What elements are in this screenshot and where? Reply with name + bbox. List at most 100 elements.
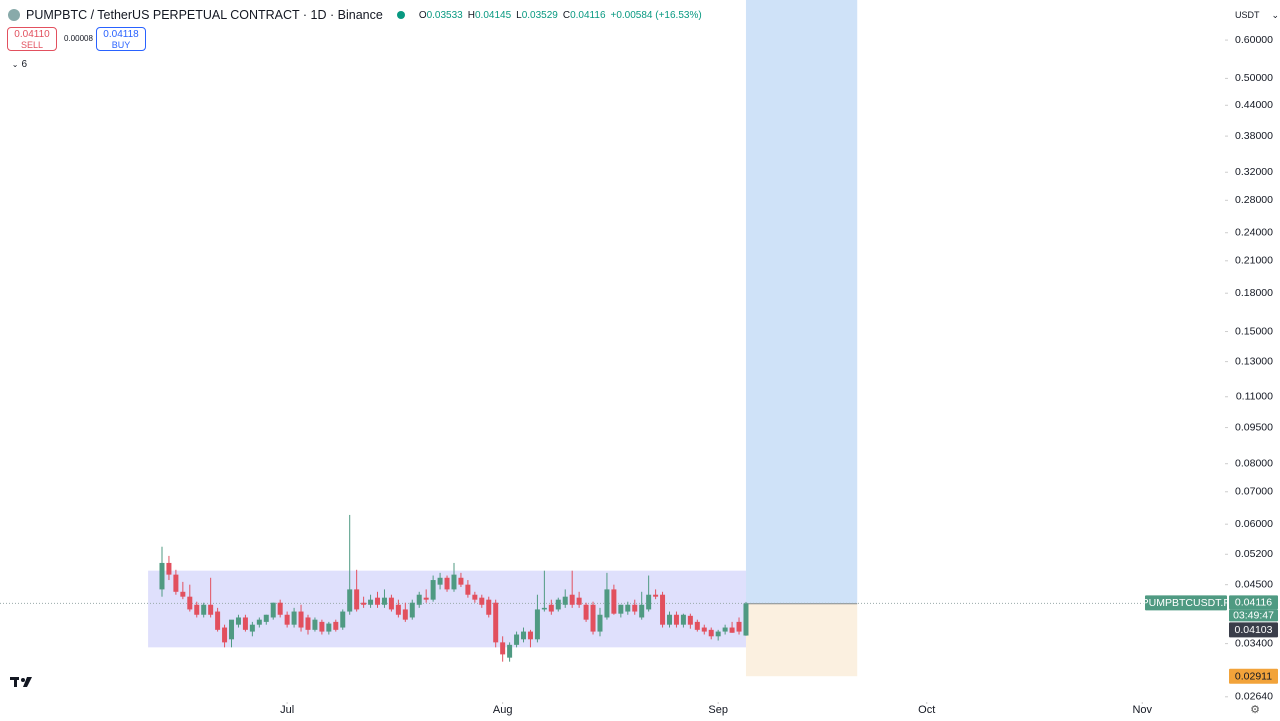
- tv-logo: [10, 677, 32, 687]
- ohlc-item: C0.04116: [563, 10, 606, 21]
- ohlc-value: 0.04116: [570, 9, 606, 21]
- candle-body: [173, 574, 179, 592]
- candle-body: [472, 594, 478, 600]
- y-tick-label: 0.04500: [1235, 578, 1273, 590]
- candle-body: [256, 619, 262, 625]
- candle-body: [194, 604, 200, 615]
- y-tick-label: 0.44000: [1235, 99, 1273, 111]
- sell-button[interactable]: 0.04110 SELL: [7, 27, 57, 51]
- candle-body: [590, 604, 596, 632]
- y-tick-label: 0.05200: [1235, 548, 1273, 560]
- y-tick-label: 0.21000: [1235, 255, 1273, 267]
- candle-body: [458, 577, 464, 585]
- y-tick-label: 0.60000: [1235, 34, 1273, 46]
- candle-body: [548, 604, 554, 612]
- last-price-tag: 0.04116: [1235, 597, 1272, 609]
- ohlc-change: +0.00584 (+16.53%): [610, 9, 702, 21]
- y-tick-label: 0.32000: [1235, 166, 1273, 178]
- candle-body: [486, 599, 492, 615]
- range-box: [148, 570, 753, 648]
- x-tick-label: Jul: [280, 704, 294, 716]
- candle-body: [500, 642, 506, 655]
- buy-button[interactable]: 0.04118 BUY: [96, 27, 146, 51]
- indicators-toggle[interactable]: ⌄ 6: [11, 59, 27, 70]
- candle-body: [222, 627, 228, 643]
- candle-body: [284, 614, 290, 625]
- y-tick-label: 0.03400: [1235, 637, 1273, 649]
- candle-body: [743, 603, 749, 636]
- currency-label: USDT: [1235, 10, 1260, 20]
- candle-body: [298, 611, 304, 628]
- candle-body: [159, 562, 165, 590]
- axes: 0.60000 0.50000 0.44000 0.38000 0.32000 0.280…: [280, 34, 1278, 716]
- candle-body: [646, 594, 652, 610]
- candle-body: [527, 631, 533, 640]
- candle-body: [687, 615, 693, 625]
- candle-body: [604, 589, 610, 618]
- settings-icon[interactable]: ⚙: [1250, 704, 1260, 716]
- x-tick-label: Sep: [708, 704, 728, 716]
- plot-area: [0, 0, 1225, 677]
- candle-body: [708, 629, 714, 637]
- y-tick-label: 0.18000: [1235, 287, 1273, 299]
- candle-body: [555, 599, 561, 610]
- header: PUMPBTC / TetherUS PERPETUAL CONTRACT · …: [8, 6, 702, 24]
- candle-body: [521, 631, 527, 640]
- candle-body: [673, 614, 679, 625]
- candle-body: [632, 604, 638, 612]
- candle-body: [667, 614, 673, 625]
- candle-body: [319, 621, 325, 632]
- sell-price: 0.04110: [14, 29, 50, 40]
- last-price-tag-bg: [1229, 595, 1278, 610]
- countdown-tag-bg: [1229, 609, 1278, 622]
- candle-body: [326, 623, 332, 632]
- candle-body: [235, 617, 241, 625]
- candle-body: [493, 602, 499, 643]
- candle-body: [180, 591, 186, 597]
- candle-body: [354, 589, 360, 610]
- candle-body: [715, 631, 721, 637]
- y-tick-label: 0.28000: [1235, 194, 1273, 206]
- candle-body: [249, 624, 255, 632]
- currency[interactable]: USDT ⌄: [1235, 10, 1280, 20]
- candle-body: [597, 614, 603, 632]
- candle-body: [368, 599, 374, 605]
- symbol-title[interactable]: PUMPBTC / TetherUS PERPETUAL CONTRACT · …: [26, 8, 383, 22]
- candle-body: [187, 596, 193, 610]
- ohlc-key: L: [516, 9, 522, 21]
- candle-body: [736, 621, 742, 632]
- bid-tag: 0.04103: [1235, 624, 1273, 636]
- ohlc-legend: O0.03533 H0.04145 L0.03529 C0.04116 +0.00584…: [419, 10, 702, 21]
- candle-body: [437, 577, 443, 585]
- candle-body: [291, 611, 297, 625]
- loss-zone: [745, 603, 858, 677]
- stop-tag-bg: [1229, 668, 1278, 684]
- candle-body: [729, 627, 735, 633]
- symbol-price-tag: PUMPBTCUSDT.P: [1142, 597, 1231, 609]
- candle-body: [423, 597, 429, 600]
- bid-tag-bg: [1229, 622, 1278, 638]
- ohlc-value: 0.03529: [521, 9, 558, 21]
- buy-price: 0.04118: [103, 29, 139, 40]
- candle-body: [215, 611, 221, 630]
- candle-body: [312, 619, 318, 630]
- candle-body: [263, 614, 269, 622]
- candle-body: [694, 621, 700, 630]
- ohlc-item: H0.04145: [468, 10, 511, 21]
- ohlc-key: H: [467, 9, 475, 21]
- spread: 0.00008: [64, 34, 93, 43]
- candle-body: [625, 604, 631, 612]
- countdown-tag: 03:49:47: [1233, 610, 1274, 622]
- candle-body: [375, 597, 381, 605]
- ohlc-value: 0.03533: [426, 9, 463, 21]
- candle-body: [402, 609, 408, 620]
- candle-body: [395, 604, 401, 615]
- profit-zone: [745, 0, 858, 604]
- candle-body: [333, 621, 339, 630]
- candle-body: [618, 604, 624, 614]
- candle-body: [166, 562, 172, 575]
- ohlc-item: O0.03533: [419, 10, 463, 21]
- sell-label: SELL: [20, 40, 44, 50]
- candle-body: [277, 602, 283, 615]
